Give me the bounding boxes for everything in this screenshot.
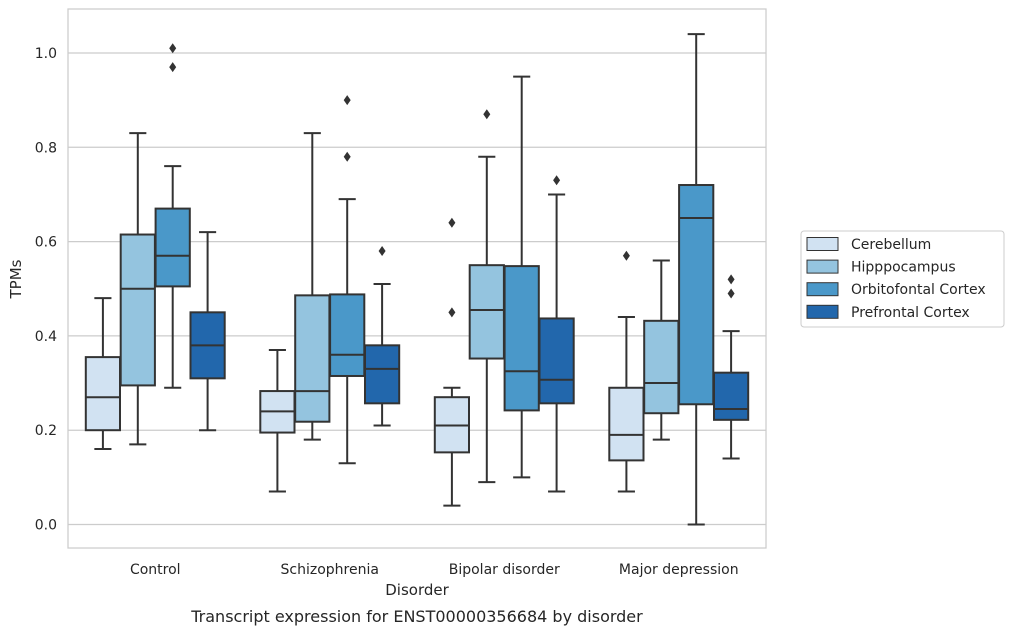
box (294, 294, 331, 423)
box (363, 344, 401, 405)
box-group (189, 231, 226, 432)
outlier-point (727, 288, 735, 299)
box (678, 184, 715, 406)
outlier-point (169, 62, 177, 73)
legend-swatch (806, 282, 839, 297)
box-group (538, 175, 575, 493)
box (154, 207, 191, 288)
x-tick-label: Schizophrenia (281, 562, 379, 578)
box-group (84, 297, 122, 451)
box (643, 319, 680, 415)
x-tick-label: Control (130, 562, 181, 578)
box-group (503, 75, 540, 479)
legend-frame (800, 230, 1005, 328)
outlier-point (378, 246, 386, 257)
outlier-point (727, 274, 735, 285)
legend-label: Hipppocampus (851, 260, 956, 276)
legend-item: Prefrontal Cortex (806, 304, 970, 321)
legend-item: Cerebellum (806, 237, 931, 253)
y-tick-label: 0.8 (35, 140, 57, 156)
y-axis-title: TPMs (7, 259, 25, 299)
legend-swatch (806, 304, 839, 319)
box-group (363, 246, 401, 427)
box (119, 233, 156, 387)
x-tick-label: Bipolar disorder (449, 562, 560, 578)
outlier-point (483, 109, 491, 120)
legend-item: Hipppocampus (806, 259, 956, 276)
legend-item: Orbitofontal Cortex (806, 282, 986, 298)
box (329, 293, 366, 377)
y-tick-label: 1.0 (35, 46, 57, 62)
outlier-point (448, 307, 456, 318)
legend-swatch (806, 237, 839, 251)
plot-frame (67, 8, 767, 549)
y-tick-label: 0.6 (35, 235, 57, 251)
legend-swatch (806, 259, 839, 274)
box-group (468, 109, 505, 484)
x-tick-label: Major depression (619, 562, 739, 578)
box-group (678, 33, 715, 526)
box-group (119, 132, 156, 446)
box-group (643, 259, 680, 441)
box-group (294, 132, 331, 441)
box-group (259, 349, 296, 493)
y-tick-label: 0.2 (35, 423, 57, 439)
y-axis-ticks: 0.0 0.2 0.4 0.6 0.8 1.0 (35, 46, 57, 534)
box (84, 356, 122, 432)
outlier-point (169, 43, 177, 54)
outlier-point (448, 217, 456, 228)
box (503, 265, 540, 412)
box (608, 386, 645, 462)
outlier-point (622, 250, 630, 261)
box (538, 317, 575, 405)
legend-label: Orbitofontal Cortex (851, 282, 986, 298)
plot-area (84, 33, 750, 526)
box-group (154, 43, 191, 389)
box-group (712, 274, 750, 460)
outlier-point (343, 151, 351, 162)
outlier-point (553, 175, 561, 186)
x-axis-ticks: Control Schizophrenia Bipolar disorder Majo… (130, 562, 739, 578)
chart-caption: Transcript expression for ENST0000035668… (190, 607, 643, 626)
y-tick-label: 0.0 (35, 518, 57, 534)
box (468, 264, 505, 360)
box (712, 371, 750, 421)
legend-label: Cerebellum (851, 237, 931, 253)
legend: Cerebellum Hipppocampus Orbitofontal Corte… (800, 230, 1005, 328)
outlier-point (343, 95, 351, 106)
box-group (329, 95, 366, 465)
box-group (433, 217, 471, 507)
x-axis-title: Disorder (385, 581, 449, 599)
y-tick-label: 0.4 (35, 329, 57, 345)
legend-label: Prefrontal Cortex (851, 305, 970, 321)
box-group (608, 250, 645, 493)
